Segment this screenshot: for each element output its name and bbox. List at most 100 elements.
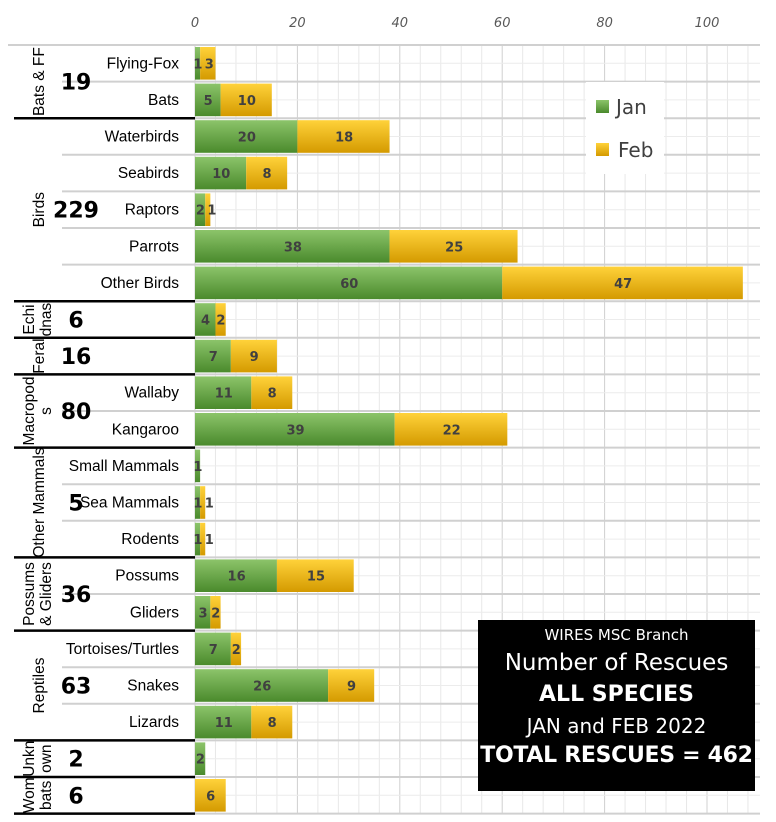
data-label-feb: 9 (347, 680, 356, 695)
category-label: Flying-Fox (107, 55, 180, 72)
group-name: Echi (21, 304, 38, 334)
data-label-jan: 3 (198, 606, 207, 621)
data-label-jan: 5 (204, 94, 213, 109)
category-labels: Flying-Fox Bats Waterbirds Seabirds Raptors P… (66, 55, 179, 731)
data-label-feb: 47 (614, 277, 632, 292)
data-label-jan: 11 (215, 387, 233, 402)
group-name: Other Mammals (31, 447, 48, 557)
info-total: TOTAL RESCUES = 462 (480, 743, 753, 768)
bar-feb (251, 705, 293, 739)
bar-jan (195, 339, 231, 373)
bar-jan (195, 559, 277, 592)
group-name: Feral (31, 338, 48, 373)
data-label-feb: 3 (205, 57, 214, 72)
category-label: Rodents (121, 531, 179, 548)
category-label: Small Mammals (69, 458, 179, 475)
data-label-feb: 1 (205, 533, 214, 548)
data-label-jan: 20 (238, 131, 256, 146)
legend-label-feb: Feb (618, 138, 653, 162)
x-tick-label: 100 (695, 16, 720, 31)
bar-jan (195, 705, 252, 739)
bar-feb (328, 669, 375, 702)
data-label-feb: 6 (206, 789, 215, 804)
group-name: dnas (38, 302, 55, 336)
group-name: & Gliders (38, 562, 55, 626)
group-name: Unkn (21, 741, 38, 777)
info-period: JAN and FEB 2022 (526, 714, 707, 738)
data-label-feb: 1 (205, 497, 214, 512)
category-label: Parrots (129, 238, 179, 255)
group-total: 229 (53, 199, 99, 224)
data-label-feb: 2 (232, 643, 241, 658)
data-label-jan: 11 (215, 716, 233, 731)
bar-feb (276, 559, 354, 592)
bar-feb (246, 156, 288, 190)
x-tick-label: 20 (289, 16, 306, 31)
data-label-jan: 1 (193, 57, 202, 72)
group-total: 63 (61, 675, 92, 700)
group-name: Birds (31, 192, 48, 228)
bar-jan (195, 83, 221, 117)
group-name: own (38, 744, 55, 772)
group-name: Wom (21, 777, 38, 813)
bar-feb (220, 83, 272, 117)
data-label-feb: 18 (335, 131, 353, 146)
data-label-jan: 1 (193, 497, 202, 512)
bar-jan (195, 413, 395, 446)
bar-feb (251, 376, 293, 409)
data-label-jan: 7 (209, 643, 218, 658)
data-label-jan: 1 (193, 533, 202, 548)
data-label-jan: 60 (340, 277, 358, 292)
x-tick-label: 40 (392, 16, 409, 31)
category-label: Raptors (125, 202, 180, 219)
bar-jan (195, 522, 201, 556)
data-label-jan: 38 (284, 240, 302, 255)
bar-jan (195, 120, 298, 153)
data-label-feb: 2 (211, 606, 220, 621)
category-label: Bats (148, 92, 179, 109)
bar-jan (195, 266, 503, 300)
bar-jan (195, 669, 329, 702)
bar-jan (195, 47, 201, 80)
group-name: Bats & FF (31, 47, 48, 116)
bar-feb (195, 779, 226, 812)
group-labels: Bats & FF 19 Birds 229 Echi dnas 6 Feral 16 Macro… (14, 47, 195, 815)
data-label-jan: 26 (253, 680, 271, 695)
data-label-jan: 2 (196, 753, 205, 768)
category-label: Other Birds (101, 275, 180, 292)
bar-jan (195, 376, 252, 409)
group-total: 6 (68, 309, 83, 334)
data-label-jan: 4 (201, 314, 210, 329)
category-label: Sea Mammals (80, 495, 179, 512)
group-name: Macropod (21, 377, 38, 446)
bar-feb (230, 632, 242, 666)
data-label-feb: 8 (268, 387, 277, 402)
data-label-feb: 2 (216, 314, 225, 329)
bar-jan (195, 742, 206, 775)
data-label-jan: 2 (196, 204, 205, 219)
bar-feb (210, 596, 221, 629)
info-branch: WIRES MSC Branch (544, 626, 689, 644)
bar-jan (195, 193, 206, 226)
info-species: ALL SPECIES (539, 682, 694, 707)
bar-feb (215, 303, 226, 336)
bar-jan (195, 449, 201, 483)
bar-feb (230, 339, 277, 373)
bar-feb (297, 120, 390, 153)
x-tick-label: 60 (494, 16, 511, 31)
group-total: 6 (68, 784, 83, 809)
data-label-feb: 9 (250, 350, 259, 365)
group-name: s (38, 407, 55, 415)
data-label-feb: 8 (268, 716, 277, 731)
category-label: Lizards (129, 714, 179, 731)
bars (195, 47, 743, 812)
data-label-feb: 8 (262, 167, 271, 182)
data-label-jan: 1 (193, 460, 202, 475)
bar-feb (205, 193, 211, 226)
data-label-feb: 15 (307, 570, 325, 585)
group-total: 80 (61, 400, 92, 425)
legend-swatch-feb (596, 143, 609, 156)
category-label: Wallaby (124, 385, 179, 402)
bar-feb (200, 522, 206, 556)
category-label: Gliders (130, 604, 179, 621)
